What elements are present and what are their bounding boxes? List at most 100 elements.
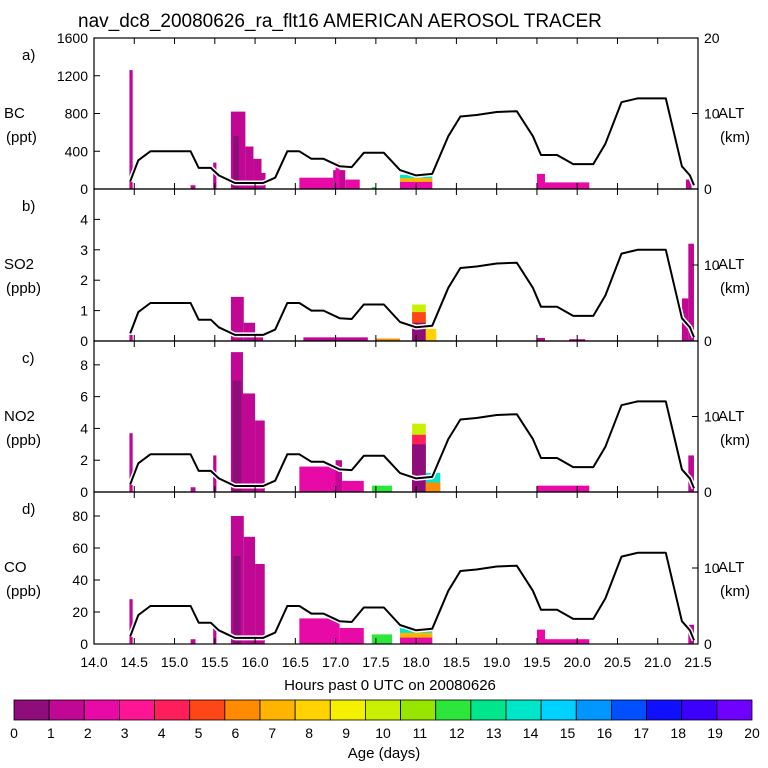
colorbar-swatch <box>329 699 366 721</box>
bar <box>255 564 265 644</box>
colorbar-tick-label: 17 <box>634 725 650 741</box>
colorbar-tick-label: 0 <box>10 725 18 741</box>
alt-label: ALT <box>718 256 744 273</box>
x-tick-label: 21.5 <box>684 654 711 670</box>
altitude-line <box>129 400 695 489</box>
y-tick-label: 800 <box>65 106 89 122</box>
colorbar-swatch <box>611 699 647 721</box>
bar <box>190 639 196 644</box>
species-label: BC <box>4 105 25 122</box>
colorbar-swatch <box>716 699 753 721</box>
bar <box>232 380 242 492</box>
x-tick-label: 18.5 <box>443 654 470 670</box>
panel-so2: 0 1 2 3 4 0 10 b) SO2 (ppb) ALT (km) <box>4 188 750 349</box>
alt-tick-label: 0 <box>704 636 712 652</box>
altitude-line <box>129 97 695 186</box>
x-tick-label: 20.5 <box>604 654 631 670</box>
bar <box>243 536 256 644</box>
x-tick-label: 20.0 <box>564 654 591 670</box>
x-tick-label: 19.0 <box>483 654 510 670</box>
colorbar-tick-label: 7 <box>268 725 276 741</box>
y-tick-label: 0 <box>80 636 88 652</box>
altitude-line <box>129 248 695 338</box>
colorbar-swatch <box>294 699 331 721</box>
bar <box>371 485 392 492</box>
y-tick-label: 400 <box>65 143 89 159</box>
x-tick-label: 15.5 <box>201 654 228 670</box>
bar <box>339 628 364 644</box>
y-tick-label: 0 <box>80 181 88 197</box>
colorbar-tick-label: 1 <box>47 725 55 741</box>
colorbar-tick-label: 3 <box>121 725 129 741</box>
bar <box>345 179 360 189</box>
altitude-line <box>129 551 695 641</box>
colorbar-tick-label: 10 <box>375 725 391 741</box>
alt-label: ALT <box>718 105 744 122</box>
bar <box>412 444 426 492</box>
y-tick-label: 0 <box>80 333 88 349</box>
alt-tick-label: 20 <box>704 30 720 46</box>
alt-units-label: (km) <box>720 583 750 600</box>
colorbar-swatch <box>646 699 683 721</box>
alt-tick-label: 10 <box>704 106 720 122</box>
x-tick-label: 17.0 <box>322 654 349 670</box>
colorbar-swatch <box>189 699 226 721</box>
bar <box>544 182 590 189</box>
colorbar-swatch <box>435 699 472 721</box>
bar <box>371 634 392 644</box>
y-tick-label: 2 <box>80 272 88 288</box>
bar <box>536 485 590 492</box>
alt-tick-label: 10 <box>704 409 720 425</box>
y-tick-label: 1600 <box>57 30 88 46</box>
colorbar-swatch <box>540 699 577 721</box>
bar <box>425 328 437 341</box>
y-tick-label: 40 <box>72 572 88 588</box>
chart-panels: 04008001200160001020a)BC(ppt)ALT(km)0123… <box>4 30 750 670</box>
x-tick-label: 16.5 <box>282 654 309 670</box>
y-tick-label: 6 <box>80 389 88 405</box>
y-tick-label: 2 <box>80 452 88 468</box>
bar <box>536 173 545 189</box>
alt-label: ALT <box>718 408 744 425</box>
bar <box>233 556 241 644</box>
colorbar-swatch <box>83 699 120 721</box>
y-tick-label: 4 <box>80 420 88 436</box>
bar <box>243 322 256 341</box>
colorbar-tick-label: 9 <box>342 725 350 741</box>
colorbar-tick-label: 2 <box>84 725 92 741</box>
panel-letter: d) <box>22 501 35 518</box>
colorbar-tick-label: 11 <box>413 725 428 741</box>
bar <box>335 162 340 189</box>
alt-tick-label: 10 <box>704 257 720 273</box>
x-tick-label: 14.5 <box>121 654 148 670</box>
colorbar-tick-label: 12 <box>449 725 465 741</box>
colorbar-swatch <box>224 699 261 721</box>
units-label: (ppb) <box>6 432 41 449</box>
x-tick-label: 19.5 <box>523 654 550 670</box>
bar <box>242 393 256 492</box>
alt-units-label: (km) <box>720 280 750 297</box>
bar <box>685 179 692 189</box>
colorbar-swatch <box>575 699 612 721</box>
colorbar-tick-label: 5 <box>195 725 203 741</box>
bar <box>425 482 441 492</box>
alt-tick-label: 10 <box>704 560 720 576</box>
panel-letter: c) <box>22 350 35 367</box>
panel-letter: b) <box>22 198 35 215</box>
species-label: NO2 <box>4 408 35 425</box>
colorbar-tick-label: 14 <box>523 725 539 741</box>
bar <box>299 177 334 189</box>
bar <box>213 624 217 644</box>
colorbar-tick-label: 19 <box>707 725 723 741</box>
y-tick-label: 3 <box>80 242 88 258</box>
x-tick-label: 18.0 <box>403 654 430 670</box>
colorbar-swatch <box>681 699 718 721</box>
bar <box>335 460 343 492</box>
bar <box>342 480 364 492</box>
bar <box>544 639 590 644</box>
colorbar-label: Age (days) <box>348 745 421 762</box>
x-axis-label: Hours past 0 UTC on 20080626 <box>284 677 496 694</box>
bar <box>190 185 196 189</box>
alt-tick-label: 0 <box>704 333 712 349</box>
